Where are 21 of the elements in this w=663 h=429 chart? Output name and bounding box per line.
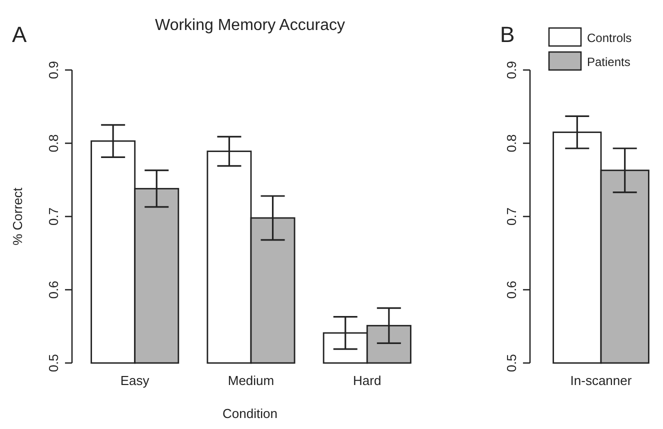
y-tick-label: 0.7 xyxy=(46,207,61,226)
y-tick-label: 0.9 xyxy=(46,60,61,80)
text: B xyxy=(500,22,515,47)
y-axis-title: % Correct xyxy=(10,187,25,246)
legend-label: Patients xyxy=(587,55,630,69)
x-tick-label: In-scanner xyxy=(570,373,632,388)
y-tick-label: 0.5 xyxy=(504,354,519,372)
x-axis-title: Condition xyxy=(222,406,278,421)
x-tick-label: Medium xyxy=(228,373,274,388)
y-tick-label: 0.9 xyxy=(504,60,519,80)
x-tick-label: Easy xyxy=(120,373,150,388)
text: A xyxy=(12,22,27,47)
y-tick-label: 0.7 xyxy=(504,207,519,226)
y-tick-label: 0.8 xyxy=(46,134,61,152)
y-tick-label: 0.6 xyxy=(504,280,519,299)
y-tick-label: 0.6 xyxy=(46,280,61,299)
chart-title: Working Memory Accuracy xyxy=(155,17,345,34)
legend-label: Controls xyxy=(587,31,632,45)
y-tick-label: 0.5 xyxy=(46,354,61,372)
y-tick-label: 0.8 xyxy=(504,134,519,152)
x-tick-label: Hard xyxy=(353,373,382,388)
